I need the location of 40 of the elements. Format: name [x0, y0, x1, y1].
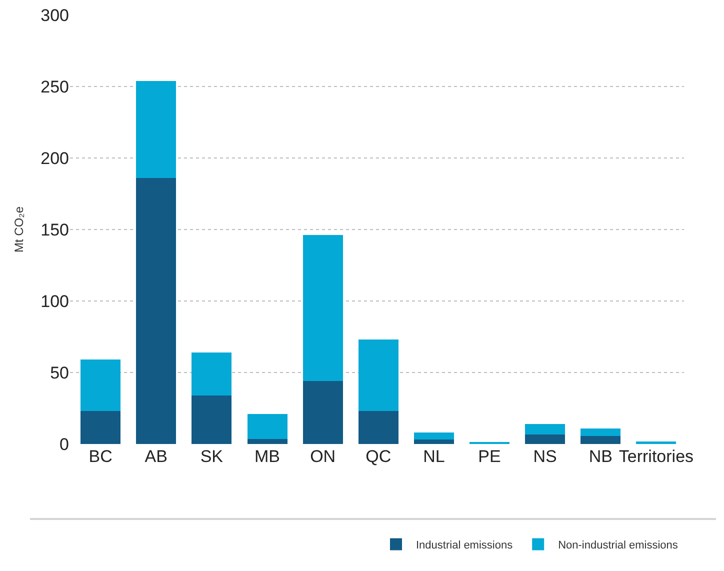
x-tick-label: ON [310, 447, 336, 466]
x-tick-label: MB [254, 447, 280, 466]
x-tick-label: Territories [618, 447, 694, 466]
bar [80, 360, 121, 412]
y-tick-label: 150 [40, 220, 69, 240]
y-tick-label: 250 [40, 77, 69, 96]
x-tick-label: PE [478, 447, 501, 466]
y-axis-title: Mt CO₂e [12, 206, 26, 252]
bar [414, 432, 454, 440]
legend-label: Industrial emissions [416, 540, 514, 552]
x-tick-label: QC [366, 447, 392, 466]
y-tick-label: 0 [60, 434, 69, 454]
bar [247, 439, 288, 444]
bar [358, 340, 398, 412]
y-tick-label: 50 [50, 363, 69, 382]
bar [247, 414, 288, 439]
bar [136, 80, 176, 178]
x-tick-label: BC [88, 447, 112, 466]
x-tick-label: NB [588, 447, 612, 466]
y-tick-label: 300 [40, 6, 69, 25]
x-tick-label: NS [533, 447, 557, 466]
bar [80, 411, 121, 444]
bar [302, 235, 343, 382]
bar [580, 428, 621, 436]
legend-label: Non-industrial emissions [558, 540, 678, 552]
bar [192, 352, 232, 396]
bar [525, 434, 566, 444]
bar [302, 381, 343, 444]
x-tick-label: AB [144, 447, 168, 466]
y-tick-label: 200 [40, 148, 69, 168]
x-tick-label: NL [423, 447, 445, 466]
bar [136, 178, 176, 444]
x-tick-label: SK [200, 447, 224, 466]
bar [192, 395, 232, 444]
bar [525, 424, 566, 435]
y-tick-label: 100 [40, 292, 69, 311]
bar [358, 411, 398, 444]
bar [414, 440, 454, 444]
bar [580, 436, 621, 444]
bar [636, 441, 676, 444]
